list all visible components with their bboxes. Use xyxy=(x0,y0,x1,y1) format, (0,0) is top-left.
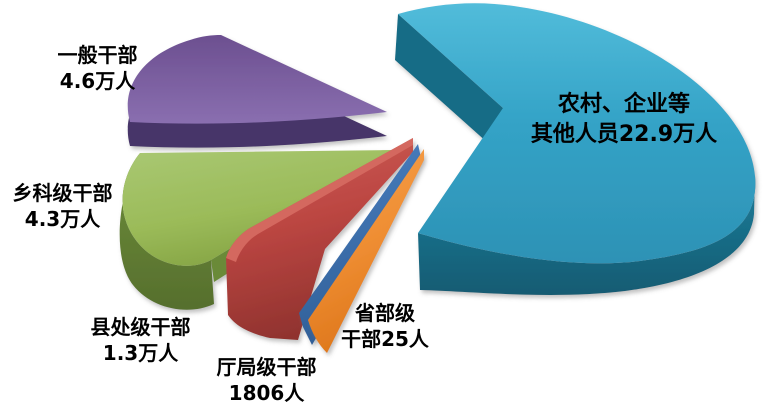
label-township-cadres: 乡科级干部 4.3万人 xyxy=(0,180,125,232)
slice-county-cadres-top-highlight xyxy=(226,138,413,262)
label-township-cadres-line1: 乡科级干部 xyxy=(12,181,113,205)
slice-rural-enterprise-others-top xyxy=(398,3,756,264)
label-county-cadres-line1: 县处级干部 xyxy=(90,315,191,339)
slice-provincial-cadres[interactable] xyxy=(308,149,424,353)
slice-county-cadres-body xyxy=(226,138,413,340)
label-county-cadres-line2: 1.3万人 xyxy=(102,341,179,365)
label-department-cadres-line2: 1806人 xyxy=(228,381,305,405)
label-general-cadres-line2: 4.6万人 xyxy=(59,69,136,93)
label-rural-enterprise-others-line2: 其他人员22.9万人 xyxy=(530,122,718,147)
label-rural-enterprise-others-line1: 农村、企业等 xyxy=(557,92,690,117)
slice-general-cadres[interactable] xyxy=(127,35,387,148)
label-department-cadres: 厅局级干部 1806人 xyxy=(194,354,339,406)
slice-provincial-cadres-body xyxy=(308,149,424,353)
slice-township-cadres-top xyxy=(122,150,393,266)
label-provincial-cadres-line1: 省部级 xyxy=(355,301,415,325)
slice-rural-enterprise-others-side xyxy=(418,176,756,295)
label-provincial-cadres: 省部级 干部25人 xyxy=(328,300,442,352)
slice-county-cadres[interactable] xyxy=(226,138,413,340)
slice-township-cadres-side-arc xyxy=(119,153,214,310)
label-rural-enterprise-others: 农村、企业等 其他人员22.9万人 xyxy=(518,90,730,150)
label-department-cadres-line1: 厅局级干部 xyxy=(216,355,317,379)
slice-general-cadres-top xyxy=(127,35,387,124)
label-provincial-cadres-line2: 干部25人 xyxy=(341,327,429,351)
label-county-cadres: 县处级干部 1.3万人 xyxy=(68,314,213,366)
label-general-cadres-line1: 一般干部 xyxy=(57,43,138,67)
label-general-cadres: 一般干部 4.6万人 xyxy=(25,42,170,94)
label-township-cadres-line2: 4.3万人 xyxy=(24,207,101,231)
slice-rural-enterprise-others-notch-wall xyxy=(395,14,503,152)
slice-rural-enterprise-others[interactable] xyxy=(395,3,756,295)
